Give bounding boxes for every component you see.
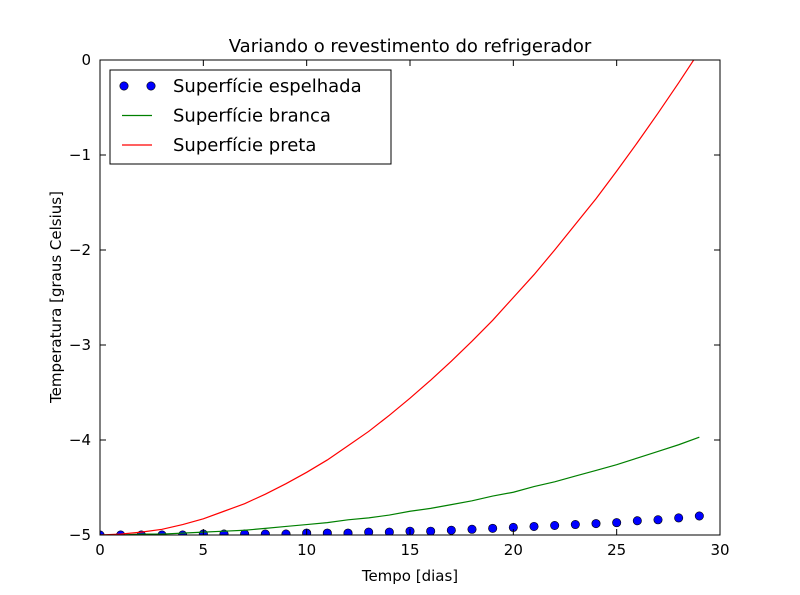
data-point (364, 527, 374, 535)
y-tick-label: −4 (69, 431, 91, 449)
x-axis-label: Tempo [dias] (361, 567, 458, 585)
y-tick-label: −5 (69, 526, 91, 544)
data-point (653, 515, 663, 525)
x-tick-label: 15 (400, 541, 419, 559)
data-point (674, 513, 684, 523)
x-tick-label: 25 (607, 541, 626, 559)
x-tick-label: 20 (504, 541, 523, 559)
legend-box (109, 69, 392, 165)
y-tick-label: 0 (81, 51, 91, 69)
y-tick-label: −1 (69, 146, 91, 164)
data-point (426, 526, 436, 535)
series-line-2 (100, 60, 695, 535)
data-point (281, 529, 291, 535)
legend-label-0: Superfície espelhada (173, 76, 362, 97)
data-point (260, 529, 270, 535)
data-point (384, 527, 394, 535)
series-line-1 (100, 436, 700, 535)
tick-layer: 0 5 10 15 20 25 30 0 −1 −2 −3 −4 −5 (69, 51, 730, 559)
data-point (570, 520, 580, 530)
x-tick-label: 30 (710, 541, 729, 559)
data-point (343, 528, 353, 535)
data-point (488, 523, 498, 533)
data-point (632, 516, 642, 526)
data-point (446, 525, 456, 535)
data-point (612, 518, 622, 528)
legend-label-2: Superfície preta (173, 135, 316, 156)
data-point (240, 529, 250, 535)
legend-marker-0 (119, 81, 129, 91)
legend: Superfície espelhada Superfície branca Sup… (109, 69, 392, 165)
x-tick-label: 0 (95, 541, 105, 559)
legend-label-1: Superfície branca (173, 106, 331, 127)
x-tick-label: 10 (297, 541, 316, 559)
plot-frame (99, 59, 721, 536)
data-point (694, 511, 704, 521)
chart-title: Variando o revestimento do refrigerador (229, 36, 592, 57)
y-axis-label: Temperatura [graus Celsius] (47, 191, 65, 404)
data-point (591, 519, 601, 529)
x-tick-label: 5 (199, 541, 209, 559)
data-point (467, 524, 477, 534)
data-point (550, 520, 560, 530)
legend-marker-0 (146, 81, 156, 91)
data-point (322, 528, 332, 535)
data-point (529, 521, 539, 531)
y-tick-label: −2 (69, 241, 91, 259)
y-tick-label: −3 (69, 336, 91, 354)
